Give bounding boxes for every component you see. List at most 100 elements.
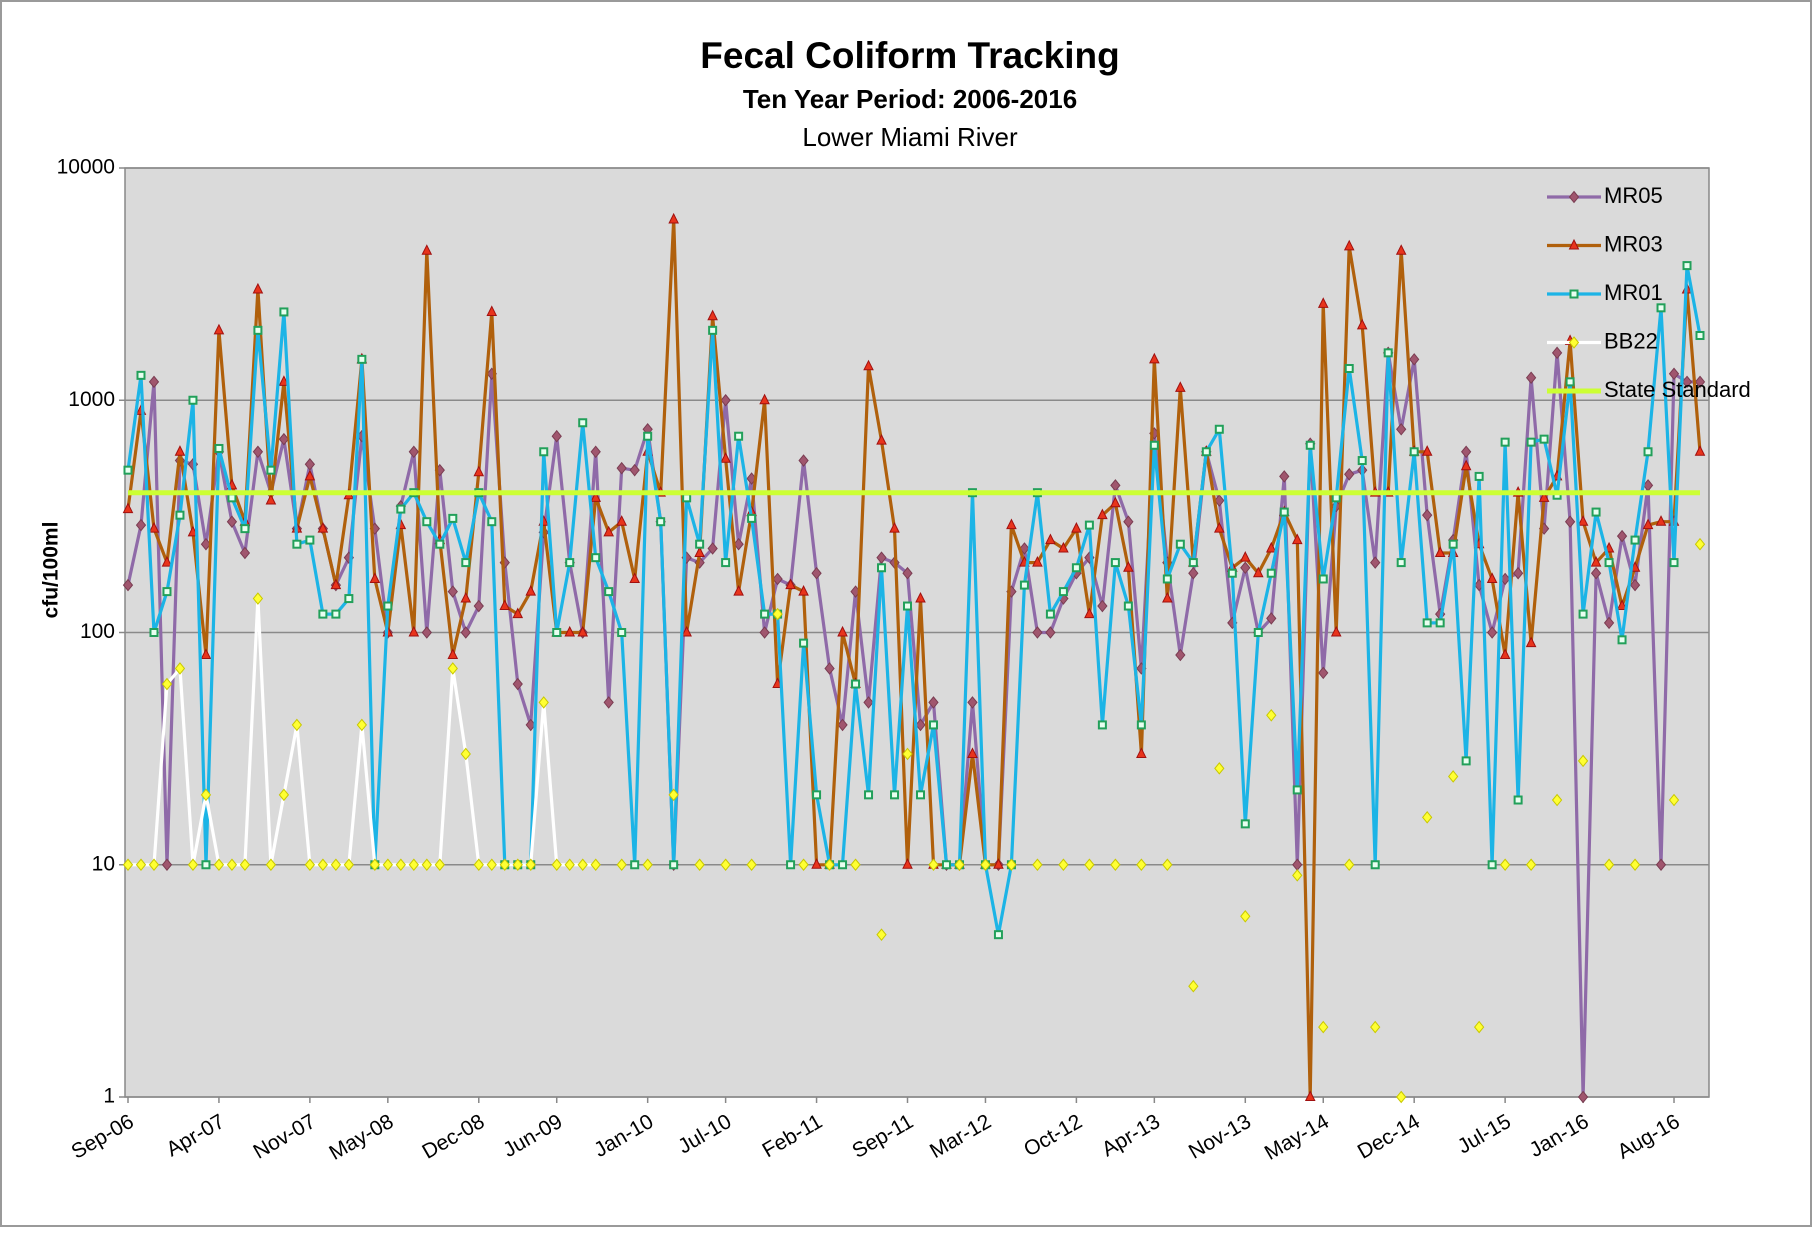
data-marker [1123,601,1133,611]
y-tick-label: 1 [103,1085,115,1108]
data-marker [668,788,679,802]
data-marker [473,599,484,613]
data-marker [837,718,848,732]
data-marker [1617,635,1627,645]
data-marker [1568,238,1580,250]
data-marker [1252,566,1264,578]
data-marker [1383,348,1393,358]
data-marker [1343,239,1355,251]
data-marker [1487,860,1497,870]
data-marker [1655,858,1667,872]
data-marker [460,747,471,761]
data-marker [383,601,393,611]
data-marker [1577,515,1589,526]
series [122,537,1706,1104]
data-marker [1214,424,1224,434]
data-marker [278,432,290,446]
data-marker [902,566,913,580]
data-marker [1448,539,1458,549]
data-marker [928,720,938,730]
data-marker [239,546,251,560]
data-marker [863,359,874,371]
data-marker [408,625,420,637]
data-marker [448,513,458,523]
data-marker [148,858,160,872]
data-marker [486,305,498,316]
data-marker [954,858,965,872]
data-marker [1006,518,1017,530]
data-marker [993,930,1003,940]
data-marker [1525,858,1537,872]
data-marker [1629,858,1641,872]
data-marker [629,572,640,583]
data-marker [1616,599,1628,611]
data-marker [512,858,523,872]
data-marker [1265,541,1277,553]
data-marker [421,244,433,255]
data-marker [1162,574,1172,584]
data-marker [1525,371,1537,385]
data-marker [240,524,250,534]
data-marker [1460,459,1472,471]
data-marker [331,609,341,619]
data-marker [928,696,939,709]
data-marker [330,578,342,590]
data-marker [1292,785,1302,795]
data-marker [812,790,822,800]
data-marker [1110,496,1121,508]
data-marker [747,513,757,523]
data-marker [746,858,757,872]
data-marker [356,718,367,732]
data-marker [1318,1020,1329,1034]
data-marker [1461,445,1472,459]
data-marker [616,515,627,526]
data-marker [487,517,497,527]
legend-label: BB22 [1604,328,1658,353]
data-marker [460,591,472,603]
data-marker [603,525,615,537]
data-marker [304,469,316,481]
data-marker [1344,858,1355,872]
data-marker [1201,447,1211,457]
data-marker [447,648,459,660]
data-marker [278,788,290,802]
data-marker [733,537,744,551]
data-marker [1694,375,1706,389]
data-marker [564,625,576,637]
data-marker [720,858,731,872]
data-marker [1317,297,1329,308]
data-marker [1551,793,1563,807]
data-marker [1568,190,1580,204]
data-marker [786,860,796,870]
legend: MR05 MR03 MR01 BB22 State Standard [1547,183,1751,402]
data-marker [1045,626,1056,639]
data-marker [226,858,238,872]
data-marker [616,858,627,872]
y-tick-label: 10 [92,852,115,875]
data-marker [1071,522,1082,533]
data-marker [1149,440,1159,450]
data-marker [305,535,315,545]
data-marker [447,585,458,598]
data-marker [707,309,718,321]
data-marker [265,493,277,505]
data-marker [1603,858,1615,872]
data-marker [1318,666,1329,680]
data-marker [486,858,497,872]
data-marker [1032,555,1043,567]
data-marker [1149,352,1160,364]
data-marker [694,546,705,557]
data-marker [174,445,186,456]
data-marker [720,452,731,463]
data-marker [551,858,562,872]
data-marker [798,858,809,872]
data-marker [629,463,640,477]
data-marker [1591,507,1601,517]
data-marker [1568,336,1580,349]
data-marker [759,393,770,405]
data-marker [200,648,212,660]
data-marker [838,860,848,870]
data-marker [760,609,770,619]
data-marker [864,790,874,800]
data-marker [772,572,783,586]
